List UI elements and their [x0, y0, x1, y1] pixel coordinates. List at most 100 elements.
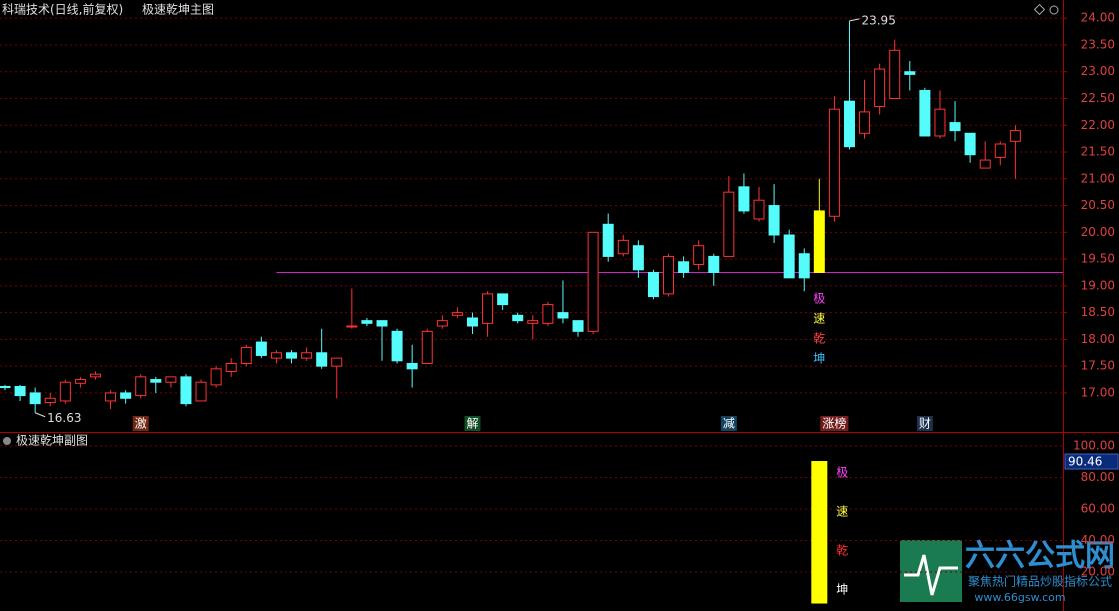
signal-char: 坤 — [836, 582, 848, 597]
candle-body — [376, 320, 388, 327]
candle-body — [723, 191, 735, 257]
signal-char: 坤 — [813, 351, 825, 366]
event-label: 财 — [919, 417, 931, 431]
candle-body — [316, 352, 328, 367]
y-tick-label: 80.00 — [1081, 470, 1115, 484]
candle-body — [210, 368, 222, 386]
candle-body — [663, 255, 675, 295]
candle-body — [451, 312, 463, 316]
candle-body — [949, 122, 961, 132]
value-label: 90.46 — [1068, 455, 1102, 469]
candle-body — [105, 392, 117, 402]
y-tick-label: 100.00 — [1073, 439, 1115, 453]
logo-name: 六六公式网 — [965, 539, 1115, 574]
logo-slogan: 聚焦热门精品炒股指标公式 — [968, 574, 1112, 589]
candle-body — [361, 320, 373, 324]
logo-pulse — [904, 554, 958, 596]
candle-body — [225, 362, 237, 373]
candle-body — [466, 317, 478, 327]
y-tick-label: 60.00 — [1081, 502, 1115, 516]
candle-body — [120, 392, 132, 399]
candle-body — [964, 132, 976, 156]
bar — [811, 461, 828, 604]
candle-body — [617, 239, 629, 255]
panel-icon[interactable] — [3, 437, 11, 445]
value-box — [1064, 453, 1119, 470]
candle-body — [647, 271, 659, 298]
candle-body — [195, 381, 207, 402]
y-tick-label: 20.00 — [1081, 565, 1115, 579]
extreme-pointer — [34, 412, 46, 418]
signal-char: 乾 — [813, 332, 825, 346]
signal-char: 速 — [836, 505, 848, 519]
candle-body — [89, 373, 101, 378]
candle-body — [497, 293, 509, 306]
extreme-label: 23.95 — [861, 13, 895, 27]
candle-body — [632, 245, 644, 271]
candle-body — [0, 385, 11, 389]
candle-body — [286, 352, 298, 359]
candle-body — [135, 376, 147, 397]
candle-body — [436, 320, 448, 327]
candle-body — [587, 231, 599, 332]
candle-body — [14, 385, 26, 397]
event-box — [720, 416, 737, 431]
y-tick-label: 24.00 — [1081, 11, 1115, 25]
candle-body — [874, 68, 886, 108]
icon[interactable] — [1049, 5, 1059, 15]
candle-body — [331, 357, 343, 367]
extreme-pointer — [849, 18, 860, 22]
candle-body — [904, 71, 916, 75]
event-box — [132, 416, 149, 431]
main-subtitle: 极速乾坤主图 — [142, 2, 214, 17]
candle-body — [738, 186, 750, 212]
candle-body — [150, 379, 162, 383]
candle-body — [165, 376, 177, 383]
y-tick-label: 18.00 — [1081, 332, 1115, 346]
y-tick-label: 23.00 — [1081, 64, 1115, 78]
candle-body — [421, 330, 433, 364]
y-tick-label: 21.50 — [1081, 145, 1115, 159]
candle-body — [693, 245, 705, 265]
candle-body — [240, 346, 252, 364]
extreme-label: 16.63 — [47, 411, 81, 425]
candle-body — [783, 234, 795, 279]
logo: 六六公式网 聚焦热门精品炒股指标公式 www.66gsw.com — [900, 539, 1115, 604]
candle-body — [406, 362, 418, 370]
event-box — [820, 416, 849, 431]
candle-body — [798, 253, 810, 279]
candle-body — [29, 392, 41, 405]
event-label: 激 — [135, 417, 147, 431]
y-tick-label: 19.50 — [1081, 252, 1115, 266]
candle-body — [753, 199, 765, 220]
candle-body — [843, 100, 855, 148]
candle-body — [255, 341, 267, 356]
signal-char: 极 — [836, 466, 848, 480]
candle-body — [678, 261, 690, 273]
candle-body — [59, 381, 71, 402]
candle-body — [768, 205, 780, 236]
candle-body — [1009, 130, 1021, 142]
y-tick-label: 23.50 — [1081, 37, 1115, 51]
main-title: 科瑞技术(日线,前复权) — [2, 2, 123, 17]
y-tick-label: 40.00 — [1081, 533, 1115, 547]
candle-body — [542, 304, 554, 324]
candle-body — [919, 89, 931, 137]
y-tick-label: 20.00 — [1081, 225, 1115, 239]
event-box — [464, 416, 481, 431]
candle-body — [572, 320, 584, 332]
candle-body — [74, 379, 86, 384]
candle-body — [889, 49, 901, 99]
y-tick-label: 21.00 — [1081, 171, 1115, 185]
candle-body — [557, 312, 569, 319]
event-label: 解 — [466, 417, 478, 431]
icon[interactable] — [1033, 3, 1046, 16]
sub-title: 极速乾坤副图 — [16, 433, 88, 448]
candle-body — [346, 325, 358, 328]
logo-url: www.66gsw.com — [974, 591, 1065, 604]
candle-body — [602, 223, 614, 257]
y-tick-label: 17.50 — [1081, 359, 1115, 373]
